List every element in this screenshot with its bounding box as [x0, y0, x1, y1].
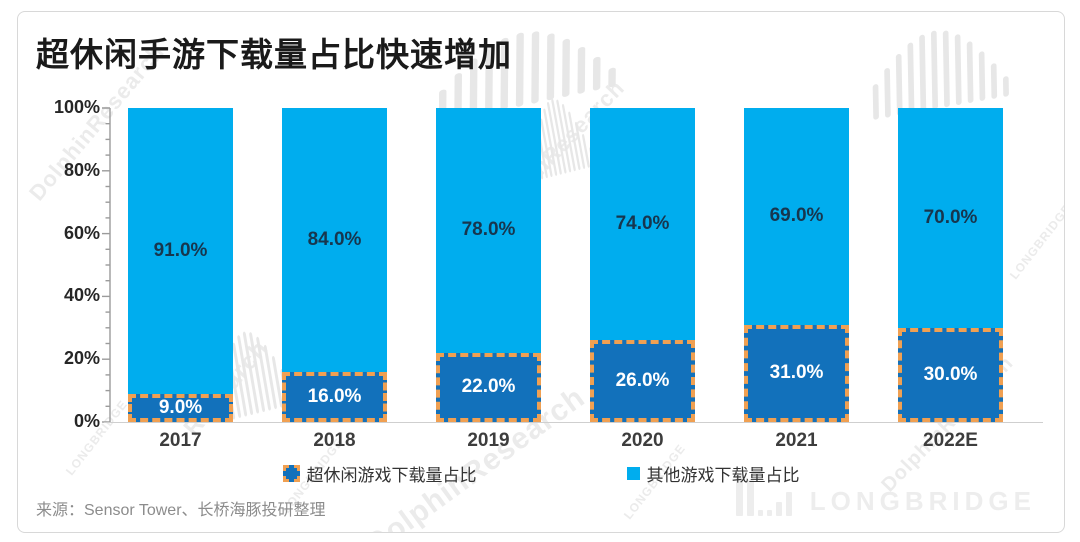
- legend-item-hyper-casual: 超休闲游戏下载量占比: [282, 461, 477, 486]
- y-axis-tick-label: 100%: [53, 97, 100, 117]
- legend-item-other-games: 其他游戏下载量占比: [626, 461, 800, 486]
- legend-swatch-other-games-icon: [626, 467, 640, 480]
- logo-bars-icon: [735, 474, 796, 516]
- value-label-hyper-casual: 9.0%: [158, 396, 203, 418]
- segment-other-games: 78.0%: [436, 108, 541, 353]
- legend-label: 超休闲游戏下载量占比: [306, 466, 477, 485]
- bar-column-2018: 84.0% 16.0%: [282, 108, 387, 422]
- x-axis-label: 2021: [775, 430, 818, 451]
- x-axis-label: 2018: [313, 430, 356, 451]
- segment-hyper-casual: 31.0%: [744, 324, 849, 422]
- segment-other-games: 70.0%: [898, 108, 1003, 328]
- chart-title: 超休闲手游下载量占比快速增加: [36, 36, 512, 73]
- value-label-other-games: 84.0%: [307, 228, 362, 250]
- segment-hyper-casual: 16.0%: [282, 371, 387, 422]
- value-label-other-games: 74.0%: [615, 213, 670, 235]
- stacked-bar-chart: 91.0% 9.0% 2017 84.0% 16.0% 2018 78.0% 22.0% 201…: [18, 12, 1064, 532]
- value-label-hyper-casual: 31.0%: [769, 362, 824, 384]
- y-axis-tick-label: 40%: [63, 285, 100, 306]
- y-axis-tick-label: 20%: [63, 348, 100, 369]
- value-label-hyper-casual: 22.0%: [461, 376, 516, 398]
- y-axis-tick-label: 0%: [73, 411, 100, 431]
- value-label-other-games: 91.0%: [153, 239, 208, 261]
- legend-swatch-hyper-casual-icon: [282, 465, 300, 482]
- segment-hyper-casual: 9.0%: [128, 393, 233, 422]
- value-label-other-games: 69.0%: [769, 205, 824, 227]
- segment-hyper-casual: 30.0%: [898, 327, 1003, 422]
- segment-other-games: 84.0%: [282, 108, 387, 372]
- segment-other-games: 69.0%: [744, 108, 849, 325]
- value-label-hyper-casual: 30.0%: [923, 363, 978, 385]
- x-axis-label: 2020: [621, 430, 664, 451]
- x-axis-label: 2019: [467, 430, 510, 451]
- chart-card: DolphinResearchResearchLONGBRIDGEDolphin…: [17, 11, 1065, 533]
- x-axis-label: 2017: [159, 430, 202, 451]
- y-axis-tick-label: 80%: [63, 159, 100, 180]
- y-axis: [102, 107, 111, 423]
- value-label-hyper-casual: 16.0%: [307, 385, 362, 407]
- longbridge-logo: LONGBRIDGE: [735, 474, 1036, 516]
- value-label-other-games: 78.0%: [461, 219, 516, 241]
- source-note: 来源：Sensor Tower、长桥海豚投研整理: [36, 502, 326, 519]
- value-label-other-games: 70.0%: [923, 206, 978, 228]
- segment-other-games: 91.0%: [128, 108, 233, 394]
- value-label-hyper-casual: 26.0%: [615, 370, 670, 392]
- legend: 超休闲游戏下载量占比 其他游戏下载量占比: [18, 461, 1064, 486]
- logo-text: LONGBRIDGE: [809, 486, 1036, 516]
- y-axis-tick-label: 60%: [63, 222, 100, 243]
- legend-label: 其他游戏下载量占比: [646, 466, 800, 485]
- bar-column-2022E: 70.0% 30.0%: [898, 108, 1003, 422]
- x-axis-label: 2022E: [923, 430, 978, 451]
- segment-other-games: 74.0%: [590, 108, 695, 341]
- segment-hyper-casual: 22.0%: [436, 352, 541, 422]
- x-axis-line: [104, 422, 1043, 423]
- bar-column-2021: 69.0% 31.0%: [744, 108, 849, 422]
- bar-column-2019: 78.0% 22.0%: [436, 108, 541, 422]
- bar-column-2017: 91.0% 9.0%: [128, 108, 233, 422]
- bar-column-2020: 74.0% 26.0%: [590, 108, 695, 422]
- segment-hyper-casual: 26.0%: [590, 340, 695, 422]
